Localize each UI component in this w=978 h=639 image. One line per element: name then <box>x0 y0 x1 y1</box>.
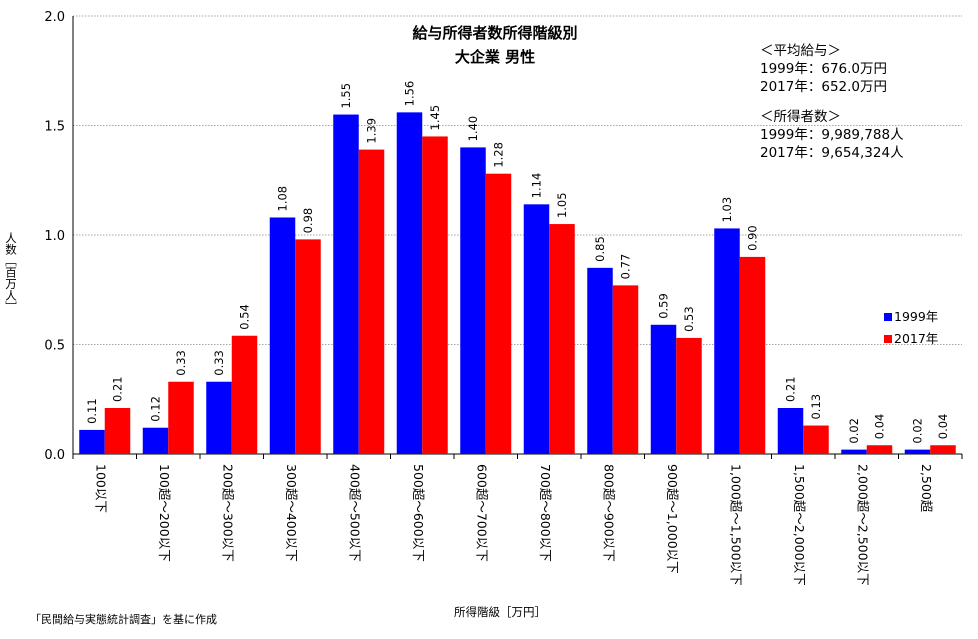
bar-value-label: 0.04 <box>873 414 887 440</box>
earner-count-2017: 2017年：9,654,324人 <box>760 145 904 161</box>
bar-value-label: 1.14 <box>530 173 544 199</box>
avg-salary-2017: 2017年：652.0万円 <box>760 79 888 95</box>
avg-salary-1999: 1999年：676.0万円 <box>760 61 888 77</box>
bar-value-label: 1.03 <box>720 197 734 223</box>
bar-1999年 <box>396 112 423 455</box>
bar-value-label: 1.56 <box>403 81 417 107</box>
legend-swatch-2017 <box>884 335 892 343</box>
legend-item-2017: 2017年 <box>884 328 938 350</box>
avg-salary-header: ＜平均給与＞ <box>760 43 841 59</box>
x-tick-label: 800超～900以下 <box>601 464 616 562</box>
bar-value-label: 0.98 <box>301 208 315 234</box>
y-tick-label: 1.0 <box>44 229 65 244</box>
bar-value-label: 0.90 <box>746 225 760 251</box>
bar-value-label: 0.02 <box>911 418 925 444</box>
bar-1999年 <box>269 217 296 454</box>
bar-value-label: 0.59 <box>657 293 671 319</box>
bar-value-label: 1.45 <box>428 105 442 131</box>
bar-1999年 <box>650 324 677 454</box>
bar-value-label: 0.21 <box>784 376 798 402</box>
bar-value-label: 1.08 <box>276 186 290 212</box>
bar-value-label: 1.05 <box>555 192 569 218</box>
y-tick-label: 2.0 <box>44 10 65 25</box>
legend-label-2017: 2017年 <box>894 331 939 346</box>
y-tick-label: 1.5 <box>44 120 65 135</box>
bar-1999年 <box>460 147 486 454</box>
bar-1999年 <box>79 429 105 454</box>
x-tick-label: 100以下 <box>93 464 108 513</box>
x-tick-label: 100超～200以下 <box>157 464 172 562</box>
bar-value-label: 0.33 <box>174 350 188 376</box>
bar-value-label: 0.12 <box>149 396 163 422</box>
x-tick-label: 600超～700以下 <box>474 464 489 562</box>
bar-value-label: 0.53 <box>682 306 696 332</box>
bar-2017年 <box>104 408 131 454</box>
bar-value-label: 0.02 <box>847 418 861 444</box>
bar-1999年 <box>904 449 931 454</box>
bar-1999年 <box>142 427 169 454</box>
summary-notes: ＜平均給与＞ 1999年：676.0万円 2017年：652.0万円 ＜所得者数… <box>760 42 904 162</box>
bar-2017年 <box>168 381 194 454</box>
bar-value-label: 0.11 <box>85 398 99 424</box>
bar-1999年 <box>714 228 740 454</box>
bar-2017年 <box>549 224 575 454</box>
x-tick-label: 1,000超～1,500以下 <box>728 464 743 586</box>
bar-2017年 <box>803 425 829 454</box>
bar-2017年 <box>231 335 258 454</box>
bar-value-label: 0.33 <box>212 350 226 376</box>
bar-value-label: 0.13 <box>809 394 823 420</box>
x-tick-label: 700超～800以下 <box>538 464 553 562</box>
legend-swatch-1999 <box>884 313 892 321</box>
bar-1999年 <box>523 204 550 454</box>
bar-2017年 <box>866 445 893 454</box>
x-tick-label: 900超～1,000以下 <box>665 464 680 574</box>
bar-2017年 <box>422 136 448 454</box>
bar-2017年 <box>930 445 956 454</box>
bar-2017年 <box>739 256 766 454</box>
x-tick-label: 500超～600以下 <box>411 464 426 562</box>
x-tick-label: 2,500超 <box>919 464 934 513</box>
bar-1999年 <box>777 408 804 454</box>
chart-subtitle: 大企業 男性 <box>454 48 536 66</box>
bar-1999年 <box>333 114 359 455</box>
bar-2017年 <box>676 337 702 454</box>
chart-title: 給与所得者数所得階級別 <box>412 24 578 42</box>
legend-item-1999: 1999年 <box>884 306 938 328</box>
y-tick-label: 0.5 <box>44 339 65 354</box>
bar-value-label: 1.28 <box>492 142 506 168</box>
y-axis-label: 人数［百万人］ <box>4 232 18 313</box>
bar-value-label: 0.21 <box>111 376 125 402</box>
bar-2017年 <box>295 239 321 454</box>
y-tick-label: 0.0 <box>44 448 65 463</box>
bar-2017年 <box>485 173 512 454</box>
source-note: 「民間給与実態統計調査」を基に作成 <box>30 613 217 626</box>
x-tick-label: 1,500超～2,000以下 <box>792 464 807 586</box>
bar-value-label: 1.40 <box>466 116 480 142</box>
legend-label-1999: 1999年 <box>894 309 939 324</box>
bar-value-label: 0.54 <box>238 304 252 330</box>
bar-value-label: 0.77 <box>619 254 633 280</box>
earner-count-header: ＜所得者数＞ <box>760 109 841 125</box>
bar-2017年 <box>612 285 639 454</box>
x-tick-label: 400超～500以下 <box>347 464 362 562</box>
x-tick-label: 2,000超～2,500以下 <box>855 464 870 586</box>
bar-value-label: 1.55 <box>339 83 353 109</box>
chart-legend: 1999年 2017年 <box>884 306 938 350</box>
bar-1999年 <box>206 381 232 454</box>
bar-2017年 <box>358 149 385 454</box>
bar-1999年 <box>841 449 867 454</box>
x-tick-label: 300超～400以下 <box>284 464 299 562</box>
bar-value-label: 1.39 <box>365 118 379 144</box>
bar-1999年 <box>587 267 613 454</box>
bar-value-label: 0.85 <box>593 236 607 262</box>
x-axis-label: 所得階級［万円］ <box>454 605 546 619</box>
x-tick-label: 200超～300以下 <box>220 464 235 562</box>
earner-count-1999: 1999年：9,989,788人 <box>760 127 904 143</box>
bar-value-label: 0.04 <box>936 414 950 440</box>
